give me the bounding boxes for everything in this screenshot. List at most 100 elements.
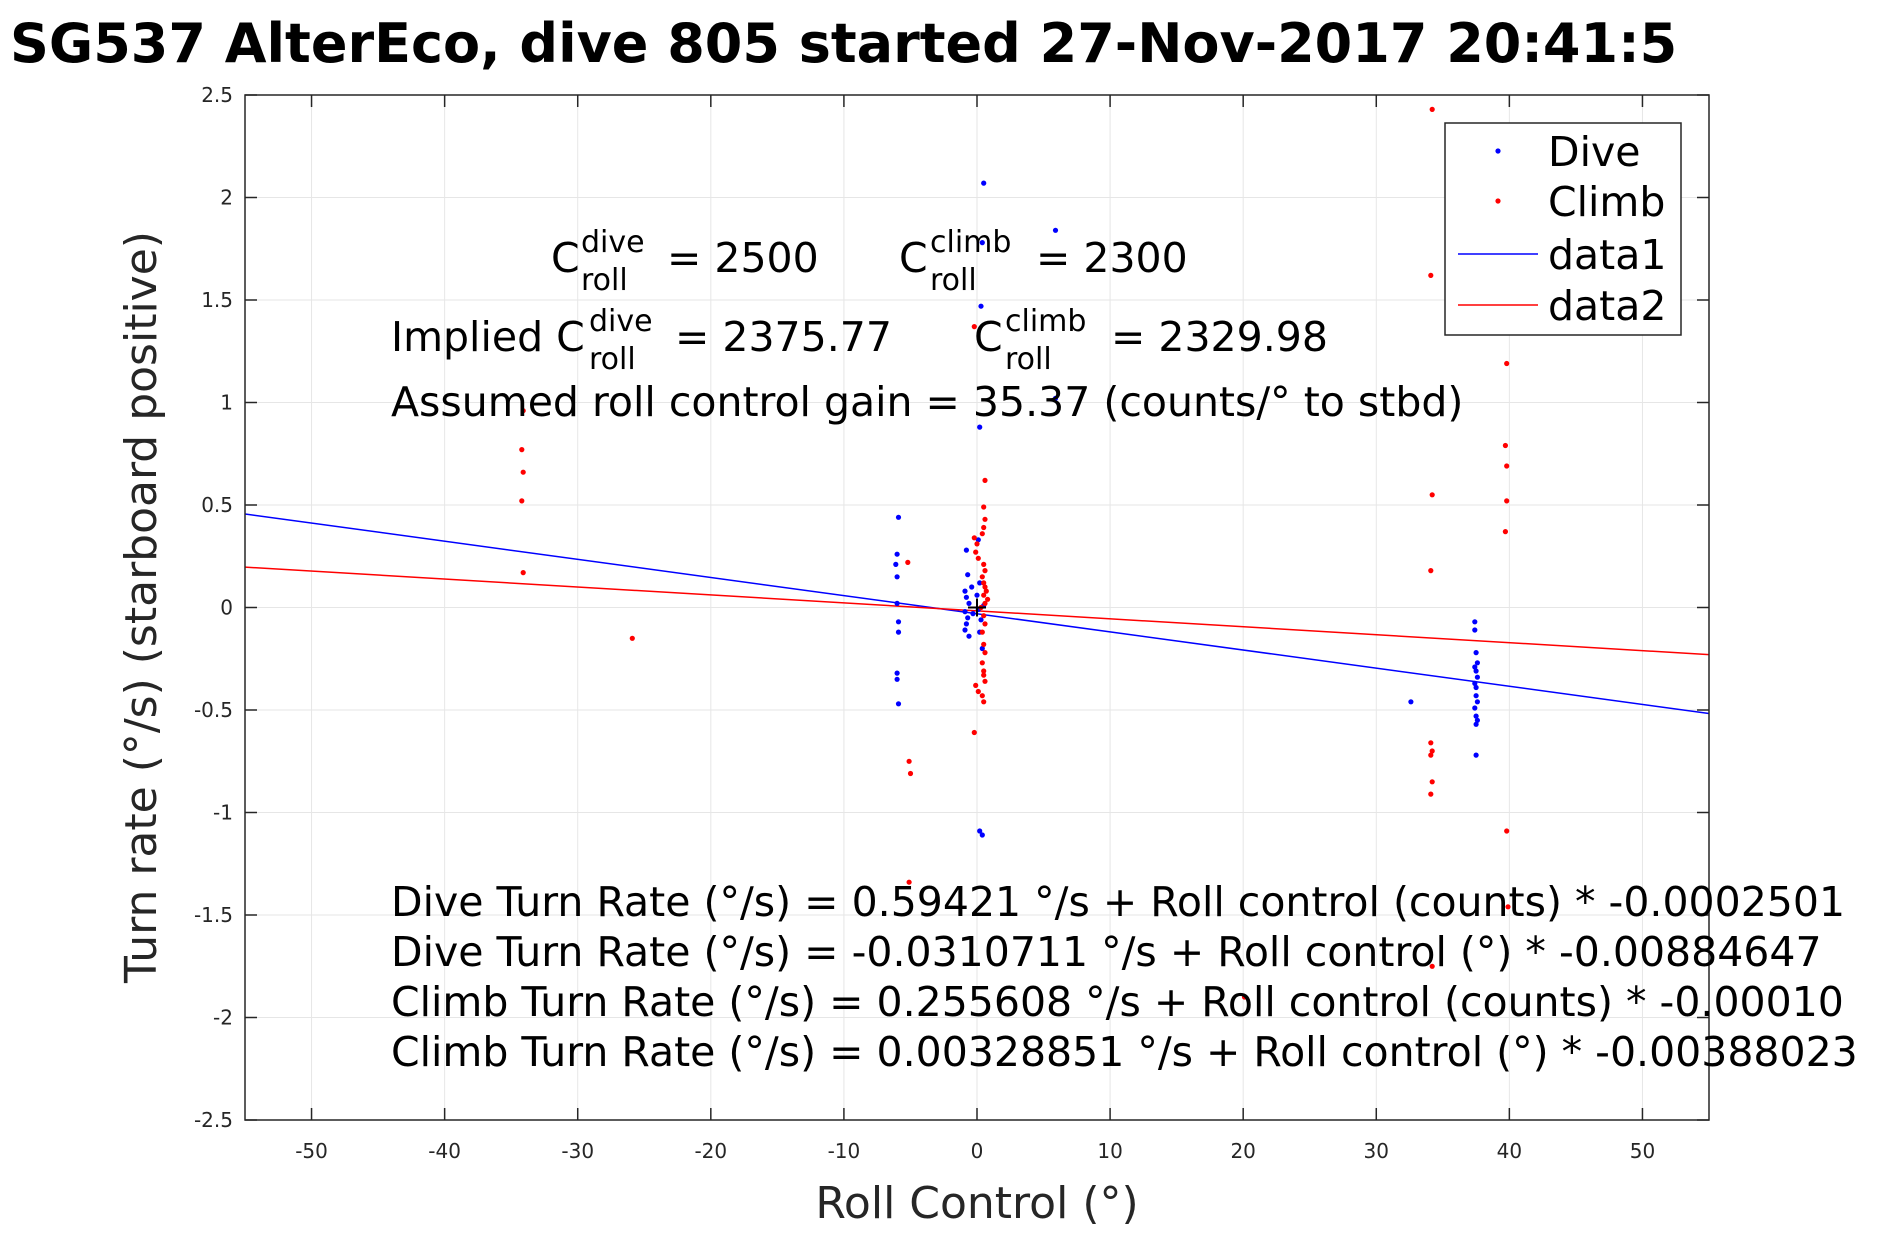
origin-marker [968, 598, 986, 617]
point-climb [1428, 791, 1434, 797]
point-dive [979, 832, 985, 838]
point-dive [1473, 693, 1479, 699]
y-tick-label: 0 [220, 596, 233, 620]
point-climb [982, 568, 988, 574]
annotation-c-roll-dive-text: C [551, 234, 580, 282]
point-climb [973, 682, 979, 689]
point-climb [520, 469, 526, 475]
point-climb [1429, 748, 1435, 754]
point-dive [895, 514, 902, 520]
point-dive [1052, 395, 1059, 401]
point-climb [1504, 828, 1510, 834]
point-climb [629, 635, 635, 641]
point-dive [1052, 227, 1059, 233]
point-climb [981, 672, 987, 678]
y-tick-label: 2.5 [201, 83, 233, 107]
implied-dive-sup: dive [589, 304, 653, 339]
fit-line-3: Climb Turn Rate (°/s) = 0.255608 °/s + R… [391, 978, 1844, 1026]
y-tick-label: -2.5 [194, 1108, 233, 1132]
y-tick-label: -2 [213, 1006, 233, 1030]
point-climb [982, 650, 988, 656]
point-climb [1502, 442, 1508, 449]
chart-title: SG537 AlterEco, dive 805 started 27-Nov-… [10, 12, 1677, 75]
point-climb [982, 621, 988, 627]
point-dive [966, 600, 972, 607]
x-tick-label: 10 [1097, 1139, 1122, 1163]
point-climb [982, 678, 988, 684]
point-dive [970, 611, 976, 617]
point-dive [977, 828, 983, 834]
point-dive [1473, 684, 1479, 691]
point-climb [975, 688, 981, 695]
legend-label-data1: data1 [1548, 231, 1666, 279]
point-climb [1502, 529, 1508, 535]
point-climb [981, 641, 987, 648]
legend-label-data2: data2 [1548, 282, 1666, 330]
c-roll-dive-sup: dive [581, 225, 645, 260]
x-tick-label: -40 [428, 1139, 461, 1163]
point-climb [982, 516, 988, 522]
point-climb [982, 600, 988, 607]
legend-label-dive: Dive [1548, 128, 1640, 176]
point-dive [1474, 674, 1480, 680]
point-dive [977, 424, 983, 430]
fit-line-4: Climb Turn Rate (°/s) = 0.00328851 °/s +… [391, 1028, 1858, 1076]
legend-marker-climb [1495, 198, 1501, 204]
point-climb [520, 408, 526, 414]
point-climb [1429, 492, 1435, 498]
point-climb [906, 879, 912, 885]
c-roll-climb-sub: roll [930, 263, 977, 298]
point-dive [962, 609, 968, 615]
y-tick-label: -1 [213, 801, 233, 825]
y-tick-label: 1 [220, 391, 233, 415]
implied-climb-value: = 2329.98 [1111, 313, 1328, 361]
point-climb [982, 584, 988, 590]
point-climb [519, 498, 525, 504]
point-climb [981, 699, 987, 705]
implied-dive-sub: roll [589, 342, 636, 377]
gain-annotation: Assumed roll control gain = 35.37 (count… [391, 378, 1463, 426]
annotation-c-roll-dive: C dive roll = 2500 [551, 225, 819, 298]
point-climb [979, 693, 985, 699]
point-dive [974, 592, 980, 598]
x-tick-label: -50 [295, 1139, 328, 1163]
annotation-implied-dive: Implied C dive roll = 2375.77 [391, 304, 892, 377]
point-dive [895, 629, 902, 635]
point-dive [895, 619, 902, 625]
point-climb [1428, 740, 1434, 746]
point-dive [966, 633, 972, 639]
data-points [519, 106, 1511, 1000]
point-dive [981, 180, 987, 186]
point-dive [975, 537, 981, 543]
point-dive [963, 621, 970, 627]
point-dive [894, 676, 900, 682]
point-dive [895, 701, 902, 707]
point-climb [974, 541, 980, 547]
point-dive [1474, 660, 1480, 666]
point-dive [979, 240, 985, 246]
point-dive [894, 551, 900, 557]
c-roll-climb-symbol: C [899, 234, 928, 282]
point-dive [965, 572, 971, 578]
axis-ticks: -50 -40 -30 -20 -10 0 10 20 30 40 50-2.5-2-1.5-1-0… [194, 83, 1709, 1163]
point-climb [907, 770, 914, 777]
point-climb [905, 559, 911, 566]
point-climb [1241, 994, 1248, 1000]
point-dive [962, 588, 968, 594]
legend-box [1444, 122, 1682, 336]
point-climb [981, 580, 987, 586]
point-dive [893, 561, 899, 568]
point-dive [1474, 699, 1480, 705]
point-climb [982, 477, 988, 483]
point-dive [969, 584, 975, 590]
implied-climb-symbol: C [974, 313, 1003, 361]
legend-label-climb: Climb [1548, 178, 1665, 226]
point-climb [1428, 752, 1434, 758]
point-climb [981, 592, 987, 598]
y-tick-label: -1.5 [194, 903, 233, 927]
point-dive [1473, 752, 1479, 758]
point-climb [971, 535, 977, 541]
point-climb [981, 524, 987, 531]
y-tick-label: -0.5 [194, 698, 233, 722]
c-roll-dive-value: = 2500 [667, 234, 819, 282]
